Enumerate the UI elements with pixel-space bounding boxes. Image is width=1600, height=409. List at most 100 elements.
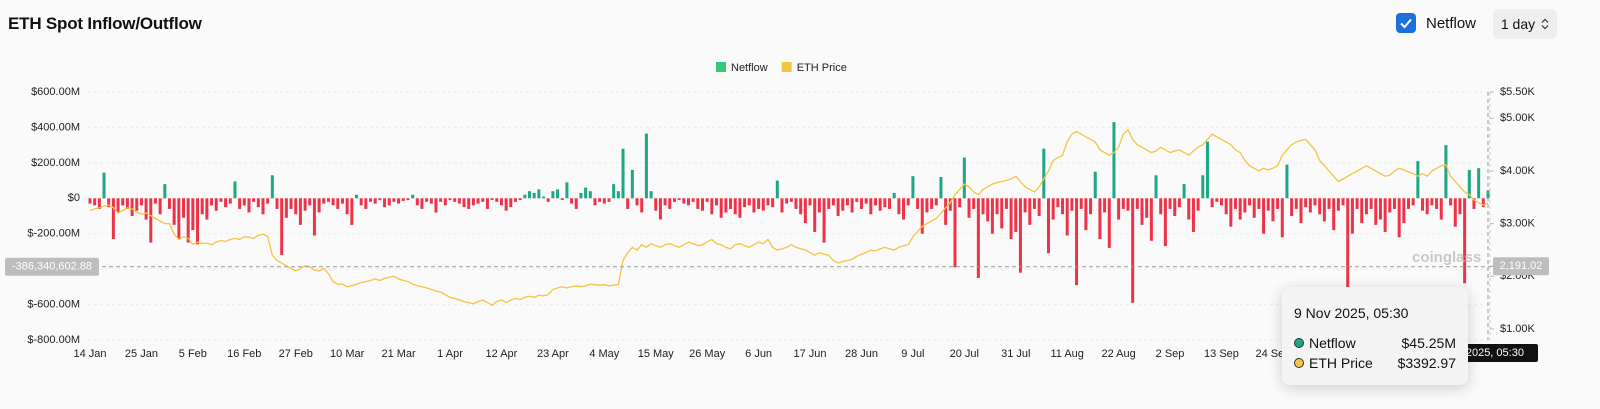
netflow-bar	[1187, 198, 1191, 220]
netflow-bar	[270, 175, 274, 199]
x-tick-label: 28 Jun	[845, 348, 878, 360]
crosshair-y2-label: 2,191.02	[1500, 260, 1543, 272]
checkbox[interactable]	[1396, 13, 1416, 33]
netflow-bar	[1262, 198, 1266, 234]
netflow-bar	[743, 198, 747, 208]
netflow-bar	[761, 198, 765, 211]
netflow-bar	[1388, 198, 1392, 213]
netflow-bar	[1093, 171, 1097, 199]
netflow-bar	[1117, 198, 1121, 220]
netflow-bar	[696, 198, 700, 209]
x-tick-label: 4 May	[589, 348, 619, 360]
netflow-bar	[948, 198, 952, 211]
tooltip-value: $3392.97	[1397, 355, 1456, 371]
netflow-bar	[336, 198, 340, 209]
x-tick-label: 6 Jun	[745, 348, 772, 360]
netflow-bar	[532, 192, 536, 199]
netflow-bar	[523, 194, 527, 199]
netflow-bar	[724, 198, 728, 213]
netflow-bar	[1411, 198, 1415, 206]
netflow-bar	[831, 198, 835, 206]
netflow-bar	[172, 198, 176, 225]
interval-select[interactable]: 1 day	[1493, 9, 1557, 39]
select-arrows	[1541, 18, 1549, 30]
y-tick-label: $0	[68, 192, 80, 204]
netflow-bar	[1028, 198, 1032, 225]
netflow-bar	[182, 198, 186, 218]
y2-tick-label: $5.00K	[1500, 112, 1536, 124]
netflow-bar	[485, 198, 489, 209]
netflow-bar	[677, 198, 681, 201]
netflow-bar	[331, 198, 335, 206]
x-tick-label: 2 Sep	[1156, 348, 1185, 360]
netflow-bar	[1163, 198, 1167, 247]
netflow-bar	[565, 182, 569, 199]
netflow-bar	[1425, 198, 1429, 215]
tooltip-title: 9 Nov 2025, 05:30	[1294, 305, 1409, 321]
netflow-bar	[850, 198, 854, 213]
netflow-bar	[1215, 198, 1219, 202]
netflow-bar	[1463, 198, 1467, 284]
netflow-bar	[981, 198, 985, 215]
page-title: ETH Spot Inflow/Outflow	[8, 14, 202, 33]
netflow-bar	[1201, 175, 1205, 199]
netflow-bar	[930, 198, 934, 209]
netflow-toggle[interactable]: Netflow	[1396, 13, 1476, 33]
netflow-bar	[256, 198, 260, 208]
netflow-bar	[186, 198, 190, 243]
check-icon	[1400, 18, 1412, 29]
netflow-bar	[1219, 198, 1223, 206]
netflow-bar	[658, 198, 662, 220]
netflow-bar	[125, 198, 129, 209]
netflow-bar	[163, 184, 167, 199]
netflow-bar	[845, 198, 849, 206]
netflow-bar	[785, 198, 789, 204]
netflow-bar	[640, 198, 644, 213]
netflow-bar	[121, 198, 125, 206]
netflow-bar	[775, 180, 779, 199]
netflow-bar	[499, 198, 503, 206]
netflow-bar	[859, 198, 863, 209]
y-tick-label: $600.00M	[31, 86, 80, 98]
netflow-bar	[672, 198, 676, 202]
netflow-bar	[616, 191, 620, 199]
netflow-bar	[1346, 198, 1350, 289]
netflow-bar	[1149, 198, 1153, 241]
netflow-bar	[789, 198, 793, 202]
netflow-bar	[1472, 198, 1476, 209]
netflow-bar	[1000, 198, 1004, 229]
netflow-bar	[1061, 198, 1065, 215]
netflow-bar	[1224, 198, 1228, 215]
netflow-bar	[247, 198, 251, 213]
netflow-bar	[598, 198, 602, 202]
netflow-bar	[1140, 198, 1144, 225]
netflow-bar	[1168, 198, 1172, 209]
netflow-bar	[1421, 198, 1425, 211]
netflow-bar	[817, 198, 821, 213]
netflow-bar	[1154, 175, 1158, 199]
netflow-bar	[663, 198, 667, 206]
netflow-bar	[1383, 198, 1387, 232]
tooltip-row: ETH Price $3392.97	[1294, 355, 1456, 371]
netflow-bar	[705, 198, 709, 202]
netflow-bar	[958, 198, 962, 208]
netflow-bar	[1051, 198, 1055, 220]
netflow-bar	[350, 198, 354, 225]
netflow-bar	[537, 189, 541, 199]
netflow-bar	[210, 198, 214, 206]
interval-value: 1 day	[1500, 16, 1536, 32]
netflow-bar	[813, 198, 817, 232]
netflow-bar	[1430, 198, 1434, 206]
netflow-bar	[130, 198, 134, 216]
tooltip-value: $45.25M	[1401, 335, 1456, 351]
netflow-bar	[1042, 148, 1046, 199]
netflow-bar	[1350, 198, 1354, 234]
netflow-bar	[1126, 198, 1130, 211]
netflow-bar	[1205, 141, 1209, 199]
y2-tick-label: $4.00K	[1500, 165, 1536, 177]
netflow-bar	[1304, 198, 1308, 208]
netflow-bar	[1322, 198, 1326, 222]
netflow-bar	[729, 198, 733, 209]
netflow-bar	[897, 198, 901, 215]
netflow-bar	[1477, 168, 1481, 199]
